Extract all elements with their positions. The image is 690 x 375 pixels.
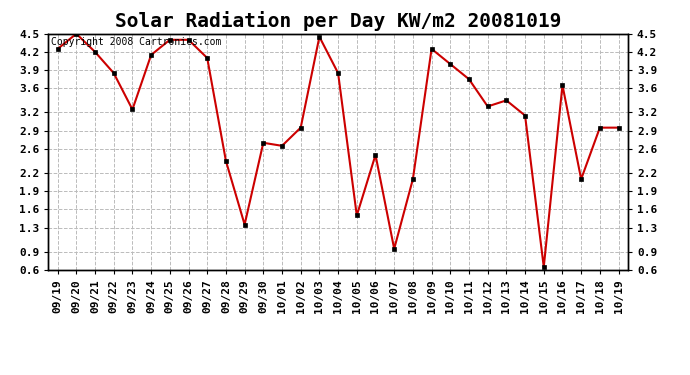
Text: Copyright 2008 Cartronics.com: Copyright 2008 Cartronics.com [51,37,221,47]
Title: Solar Radiation per Day KW/m2 20081019: Solar Radiation per Day KW/m2 20081019 [115,11,562,31]
